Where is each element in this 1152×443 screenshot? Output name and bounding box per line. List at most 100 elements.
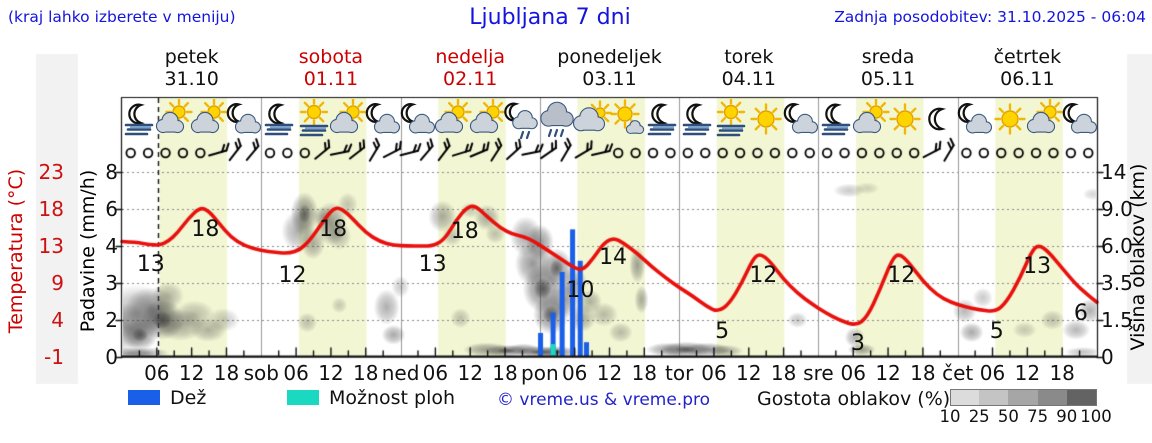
precip-tick: 0 <box>105 345 118 369</box>
day-date: 06.11 <box>1000 68 1055 90</box>
day-name-nedelja: nedelja <box>435 46 506 68</box>
precip-tick: 4 <box>105 234 118 258</box>
cloud-height-tick: 0 <box>1101 345 1114 369</box>
x-hour-label: 18 <box>770 361 797 385</box>
cloud-height-tick: 1.5 <box>1101 308 1133 332</box>
x-hour-label: 12 <box>1014 361 1041 385</box>
moon-cloud-icon <box>224 99 264 139</box>
temp-min-label: 13 <box>136 252 165 277</box>
temp-tick: 4 <box>51 308 64 332</box>
temp-max-label: 18 <box>191 217 220 242</box>
temp-tick: 23 <box>38 160 64 184</box>
x-hour-label: 06 <box>701 361 727 385</box>
rain-legend-swatch <box>128 390 160 405</box>
moon-fog-icon <box>816 99 856 139</box>
temp-min-label: 6 <box>1073 301 1088 327</box>
x-hour-label: 12 <box>457 361 483 385</box>
page-title: Ljubljana 7 dni <box>469 5 631 30</box>
x-hour-label: 18 <box>631 361 658 385</box>
x-hour-label: 18 <box>492 361 518 385</box>
day-name-sobota: sobota <box>298 46 364 68</box>
cloud-height-tick: 9.0 <box>1101 197 1133 221</box>
day-name-četrtek: četrtek <box>993 46 1062 68</box>
cloud-height-tick: 3.5 <box>1101 271 1133 295</box>
moon-cloud-icon <box>781 99 821 139</box>
cloud-density-swatch <box>979 389 1009 406</box>
cloud-density-swatch <box>950 389 981 406</box>
moon-cloud-rain-icon <box>502 99 542 140</box>
x-hour-label: 12 <box>596 361 623 385</box>
x-day-abbr: čet <box>942 361 974 385</box>
moon-fog-icon <box>259 99 299 139</box>
day-date: 04.11 <box>721 68 776 90</box>
cloud-density-level-label: 90 <box>1056 407 1078 426</box>
cloud-density-swatch <box>1066 389 1097 406</box>
day-date: 31.10 <box>164 68 219 90</box>
showers-legend-swatch <box>287 390 319 405</box>
moon-cloud-icon <box>955 99 995 139</box>
day-date: 01.11 <box>303 68 359 90</box>
temp-max-label: 18 <box>450 219 479 244</box>
x-hour-label: 06 <box>561 361 588 385</box>
day-date: 02.11 <box>443 68 498 90</box>
x-hour-label: 06 <box>840 361 866 385</box>
temp-max-label: 12 <box>749 263 778 289</box>
moon-cloud-icon <box>1060 99 1100 139</box>
sun-icon <box>990 99 1030 139</box>
moon-fog-icon <box>642 99 682 139</box>
day-name-petek: petek <box>164 46 219 68</box>
moon-fog-icon <box>119 99 159 139</box>
temp-max-label: 14 <box>599 244 628 270</box>
precip-tick: 6 <box>105 197 118 221</box>
x-hour-label: 18 <box>213 361 240 385</box>
sun-icon <box>885 99 925 139</box>
precip-tick: 8 <box>105 160 118 184</box>
temp-min-label: 3 <box>851 331 866 357</box>
day-name-sreda: sreda <box>861 46 915 68</box>
rain-legend-label: Dež <box>170 387 207 409</box>
day-date: 05.11 <box>860 68 916 90</box>
cloud-density-swatch <box>1037 389 1067 406</box>
sun-cloud-icon <box>1025 98 1065 139</box>
temp-min-label: 10 <box>566 277 595 303</box>
x-hour-label: 12 <box>875 361 901 385</box>
day-name-ponedeljek: ponedeljek <box>557 46 662 68</box>
moon-cloud-icon <box>363 99 403 139</box>
sun-fog-icon <box>294 97 334 139</box>
x-day-abbr: sre <box>803 361 834 385</box>
temp-tick: 18 <box>38 197 64 221</box>
location-hint: (kraj lahko izberete v meniju) <box>8 8 236 26</box>
sun-cloud-icon <box>189 98 229 139</box>
cloud-density-level-label: 100 <box>1080 407 1112 426</box>
temp-max-label: 13 <box>1023 254 1052 279</box>
cloud-rain-icon <box>537 99 577 139</box>
last-update-text: Zadnja posodobitev: 31.10.2025 - 06:04 <box>834 8 1146 26</box>
x-hour-label: 18 <box>1049 361 1075 385</box>
credit-link[interactable]: © vreme.us & vreme.pro <box>497 390 711 410</box>
day-name-torek: torek <box>724 46 774 68</box>
sun-fog-icon <box>711 97 751 139</box>
x-hour-label: 18 <box>910 361 936 385</box>
precip-tick: 2 <box>105 308 118 332</box>
temp-min-label: 12 <box>278 263 307 289</box>
temp-max-label: 18 <box>319 217 348 242</box>
temp-min-label: 13 <box>418 252 447 277</box>
sun-small-cloud-icon <box>607 99 647 139</box>
cloud-density-legend-title: Gostota oblakov (%) <box>757 388 951 410</box>
temp-max-label: 12 <box>887 263 916 289</box>
moon-cloud-icon <box>398 99 438 139</box>
temp-min-label: 5 <box>989 318 1004 344</box>
sun-cloud-icon <box>154 98 194 139</box>
cloud-height-tick: 6.0 <box>1101 234 1133 258</box>
x-hour-label: 06 <box>422 361 449 385</box>
x-hour-label: 18 <box>353 361 379 385</box>
sun-cloud-icon <box>468 98 508 139</box>
temp-min-label: 5 <box>715 318 730 344</box>
cloud-density-level-label: 10 <box>939 407 961 426</box>
cloud-density-level-label: 50 <box>997 407 1019 426</box>
precip-tick: 3 <box>105 271 118 295</box>
x-hour-label: 12 <box>178 361 205 385</box>
x-day-abbr: tor <box>664 361 694 385</box>
